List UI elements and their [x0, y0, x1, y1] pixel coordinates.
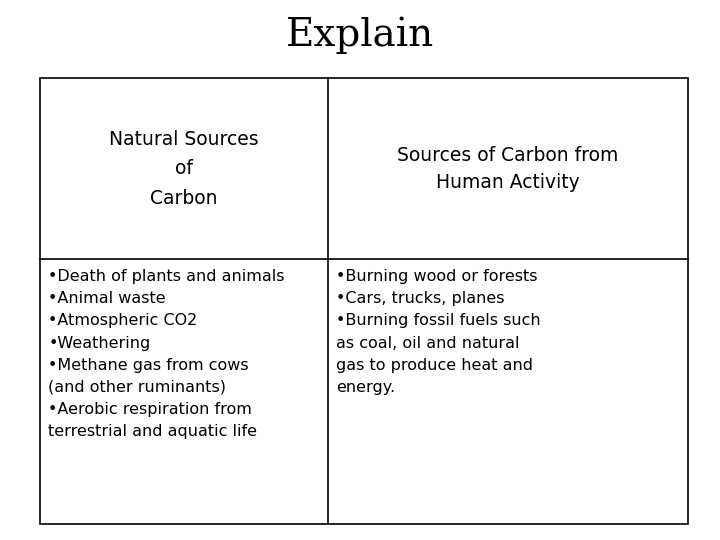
Text: •Burning wood or forests
•Cars, trucks, planes
•Burning fossil fuels such
as coa: •Burning wood or forests •Cars, trucks, … [336, 269, 541, 395]
Text: Natural Sources
of
Carbon: Natural Sources of Carbon [109, 130, 258, 208]
Text: Sources of Carbon from
Human Activity: Sources of Carbon from Human Activity [397, 146, 618, 192]
Text: •Death of plants and animals
•Animal waste
•Atmospheric CO2
•Weathering
•Methane: •Death of plants and animals •Animal was… [48, 269, 284, 440]
Text: Explain: Explain [286, 16, 434, 54]
Bar [40, 78, 688, 524]
